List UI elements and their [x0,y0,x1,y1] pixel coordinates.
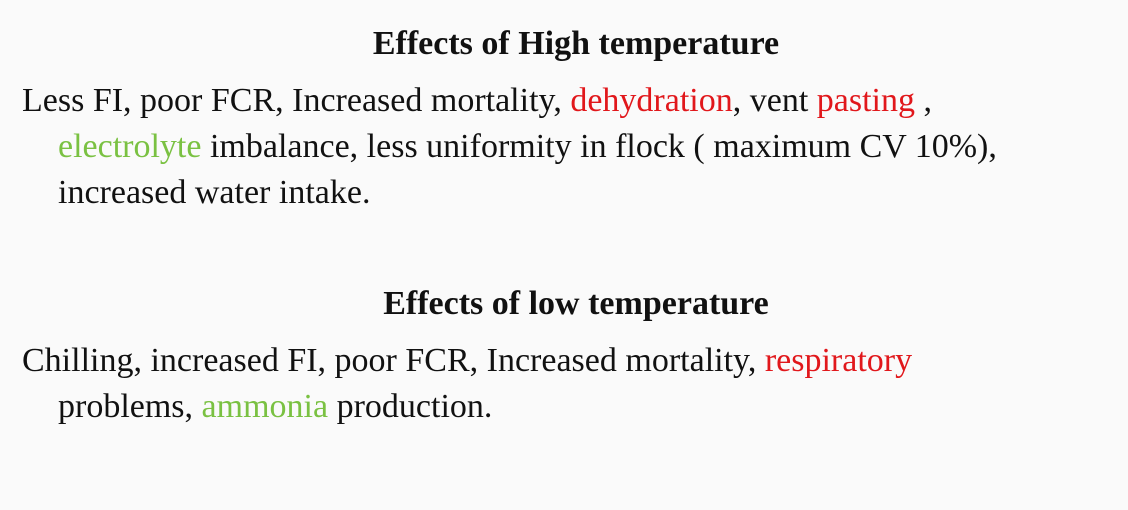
high-effects-text: Less FI, poor FCR, Increased mortality, [22,82,571,119]
low-effects-line-1: Chilling, increased FI, poor FCR, Increa… [22,338,912,384]
low-temperature-effects: Chilling, increased FI, poor FCR, Increa… [22,338,912,430]
low-temperature-heading: Effects of low temperature [383,285,769,322]
low-effects-line-2: problems, ammonia production. [22,384,912,430]
high-effects-text: imbalance, less uniformity in flock ( ma… [201,128,997,165]
high-effects-text: increased water intake. [58,174,371,211]
high-temperature-effects: Less FI, poor FCR, Increased mortality, … [22,78,997,216]
high-effects-text: , [915,82,933,119]
pasting-term: pasting [816,82,915,119]
high-effects-line-3: increased water intake. [22,170,997,216]
high-effects-line-2: electrolyte imbalance, less uniformity i… [22,124,997,170]
high-effects-text: , vent [732,82,817,119]
high-effects-line-1: Less FI, poor FCR, Increased mortality, … [22,78,997,124]
ammonia-term: ammonia [201,388,329,425]
low-effects-text: Chilling, increased FI, poor FCR, Increa… [22,342,765,379]
dehydration-term: dehydration [570,82,733,119]
high-temperature-heading: Effects of High temperature [372,25,780,62]
low-effects-text: production. [328,388,493,425]
electrolyte-term: electrolyte [58,128,202,165]
low-effects-text: problems, [58,388,202,425]
respiratory-term: respiratory [764,342,913,379]
